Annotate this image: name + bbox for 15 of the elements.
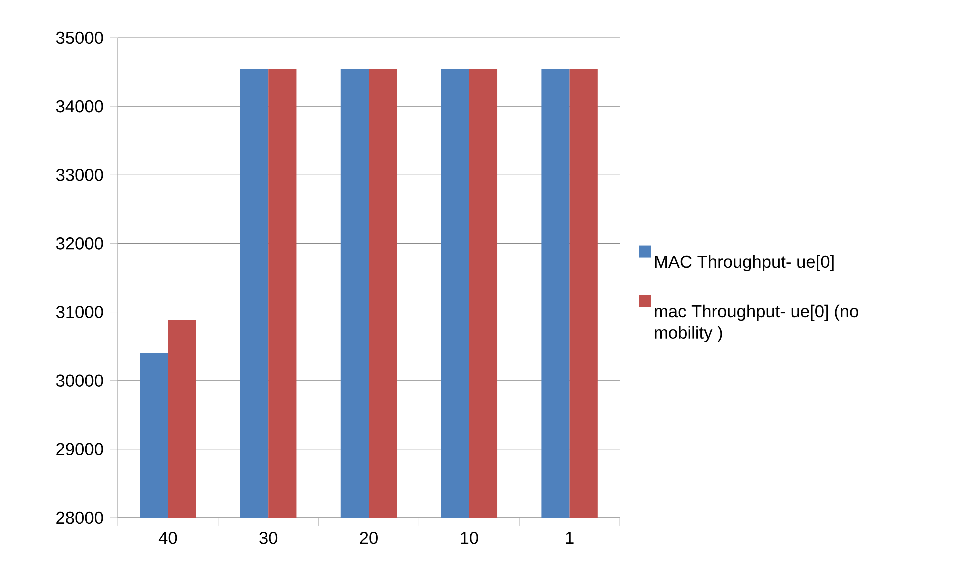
legend-label: MAC Throughput- ue[0] bbox=[655, 255, 834, 272]
x-tick-label: 10 bbox=[461, 532, 478, 544]
y-tick-label: 35000 bbox=[56, 32, 104, 44]
legend-label: mac Throughput- ue[0] (no mobility ) bbox=[655, 304, 858, 342]
x-tick-label: 40 bbox=[158, 532, 178, 544]
x-tick-label: 20 bbox=[360, 532, 378, 544]
x-tick-label: 1 bbox=[566, 532, 574, 544]
y-tick-label: 34000 bbox=[56, 100, 104, 113]
x-tick-label: 30 bbox=[260, 532, 278, 544]
y-tick-label: 29000 bbox=[56, 443, 104, 456]
y-tick-label: 30000 bbox=[56, 374, 104, 387]
y-tick-label: 31000 bbox=[56, 306, 104, 318]
y-tick-label: 33000 bbox=[56, 168, 104, 182]
y-tick-label: 32000 bbox=[56, 238, 104, 250]
y-tick-label: 28000 bbox=[56, 512, 104, 524]
